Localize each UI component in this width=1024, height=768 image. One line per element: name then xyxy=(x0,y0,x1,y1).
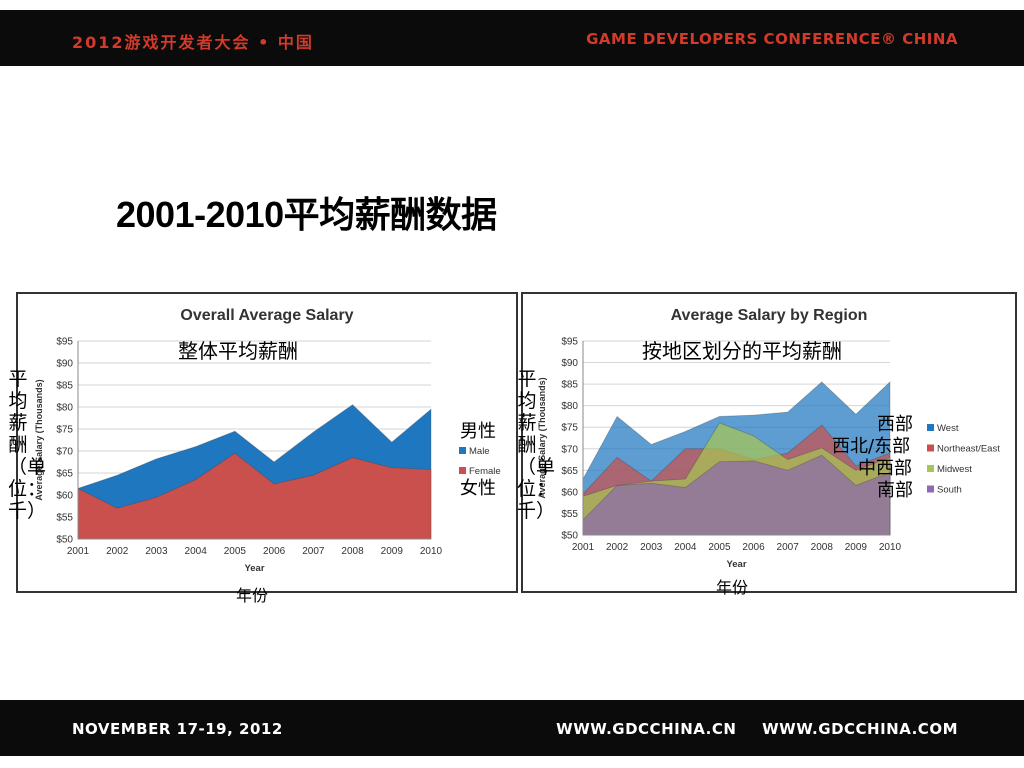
chart2-ytick-label: $85 xyxy=(561,380,578,391)
chart2-xtick-label: 2001 xyxy=(572,542,595,553)
legend-female-cn: 女性 xyxy=(460,478,496,499)
chart1-ytick-label: $80 xyxy=(56,403,73,414)
chart2-title: Average Salary by Region xyxy=(670,307,868,324)
legend-midwest-cn: 中西部 xyxy=(858,458,912,479)
chart2-xtick-label: 2007 xyxy=(777,542,800,553)
chart2-ytick-label: $70 xyxy=(561,444,578,455)
chart1-cn-xlabel: 年份 xyxy=(236,586,269,605)
chart1-legend-swatch-male xyxy=(459,447,466,454)
footer-sites: WWW.GDCCHINA.CN WWW.GDCCHINA.COM xyxy=(536,720,958,738)
chart1-ytick-label: $85 xyxy=(56,381,73,392)
chart2-cn-xlabel: 年份 xyxy=(716,578,749,597)
footer-bar: NOVEMBER 17-19, 2012 WWW.GDCCHINA.CN WWW… xyxy=(0,700,1024,756)
chart1-legend-label-male: Male xyxy=(469,446,490,457)
chart1-ytick-label: $75 xyxy=(56,425,73,436)
chart1-series-female-area xyxy=(77,452,432,540)
chart2-xtick-label: 2003 xyxy=(640,542,663,553)
chart1-ytick-label: $60 xyxy=(56,491,73,502)
chart2-legend-swatch-midwest xyxy=(927,465,934,472)
header-bar: 2012游戏开发者大会 • 中国 GAME DEVELOPERS CONFERE… xyxy=(0,10,1024,66)
chart2-legend-swatch-northeast-east xyxy=(927,444,934,452)
chart2-legend-label-south: South xyxy=(937,485,962,496)
chart1-xtick-label: 2005 xyxy=(224,546,247,557)
chart1-xtick-label: 2007 xyxy=(302,546,325,557)
chart1-xtick-label: 2008 xyxy=(341,546,364,557)
chart1-ytick-label: $95 xyxy=(56,337,73,348)
footer-site-cn: WWW.GDCCHINA.CN xyxy=(556,720,737,738)
chart2-legend-label-northeast-east: Northeast/East xyxy=(937,444,1000,455)
chart1-xtick-label: 2009 xyxy=(381,546,404,557)
chart1-xtick-label: 2003 xyxy=(145,546,168,557)
chart1-cn-ylabel: 平均薪酬（单位：千） xyxy=(8,368,47,522)
chart1-cn-title: 整体平均薪酬 xyxy=(178,339,298,363)
footer-site-com: WWW.GDCCHINA.COM xyxy=(762,720,958,738)
chart1-xtick-label: 2010 xyxy=(420,546,443,557)
chart2-ytick-label: $65 xyxy=(561,466,578,477)
chart2-ytick-label: $55 xyxy=(561,509,578,520)
overall-salary-chart: $50 $55 $60 $65 $70 $75 $80 $85 $90 $95 2001 2002 20… xyxy=(34,337,501,575)
chart2-xlabel: Year xyxy=(726,559,746,570)
chart1-ytick-label: $70 xyxy=(56,447,73,458)
chart2-cn-ylabel: 平均薪酬（单位：千） xyxy=(517,368,556,522)
chart1-xtick-label: 2001 xyxy=(67,546,90,557)
chart1-title: Overall Average Salary xyxy=(180,307,354,324)
chart2-xtick-label: 2005 xyxy=(708,542,731,553)
chart2-xtick-label: 2009 xyxy=(845,542,868,553)
chart2-legend-label-midwest: Midwest xyxy=(937,464,972,475)
chart1-ytick-label: $65 xyxy=(56,469,73,480)
chart2-cn-title: 按地区划分的平均薪酬 xyxy=(642,339,842,363)
chart2-ytick-label: $75 xyxy=(561,423,578,434)
chart1-xtick-label: 2002 xyxy=(106,546,129,557)
legend-west-cn: 西部 xyxy=(877,414,913,435)
chart2-xtick-label: 2006 xyxy=(742,542,765,553)
chart1-ylabel: Average Salary (Thousands) xyxy=(34,379,44,500)
chart2-ylabel: Average Salary (Thousands) xyxy=(537,377,547,498)
region-salary-chart-panel: Average Salary by Region $50 $55 $60 $65 $70… xyxy=(521,292,1017,593)
legend-male-cn: 男性 xyxy=(460,421,496,442)
chart1-ytick-label: $55 xyxy=(56,513,73,524)
footer-date: NOVEMBER 17-19, 2012 xyxy=(72,720,283,738)
header-en-title: GAME DEVELOPERS CONFERENCE® CHINA xyxy=(586,30,958,48)
chart2-ytick-label: $50 xyxy=(561,531,578,542)
chart1-xtick-label: 2004 xyxy=(185,546,208,557)
page-title: 2001-2010平均薪酬数据 xyxy=(116,194,497,235)
region-salary-chart: $50 $55 $60 $65 $70 $75 $80 $85 $90 $95 2001 2002 20… xyxy=(537,337,1000,571)
chart2-legend-label-west: West xyxy=(937,423,959,434)
chart2-xtick-label: 2010 xyxy=(879,542,902,553)
legend-northeast-east-cn: 西北/东部 xyxy=(832,436,911,457)
chart2-ytick-label: $80 xyxy=(561,401,578,412)
chart2-ytick-label: $95 xyxy=(561,337,578,348)
chart1-ytick-label: $90 xyxy=(56,359,73,370)
chart2-xtick-label: 2004 xyxy=(674,542,697,553)
chart2-ytick-label: $60 xyxy=(561,487,578,498)
chart2-legend-swatch-west xyxy=(927,424,934,431)
overall-salary-chart-panel: Overall Average Salary $50 $55 $60 $65 $70 $7… xyxy=(16,292,518,593)
chart2-legend-swatch-south xyxy=(927,485,934,493)
legend-south-cn: 南部 xyxy=(877,480,913,501)
chart2-ytick-label: $90 xyxy=(561,358,578,369)
chart1-xtick-label: 2006 xyxy=(263,546,286,557)
chart1-legend-swatch-female xyxy=(459,467,466,474)
chart2-xtick-label: 2002 xyxy=(606,542,629,553)
chart2-series-south-area xyxy=(582,454,891,536)
chart1-xlabel: Year xyxy=(244,563,264,574)
chart1-ytick-label: $50 xyxy=(56,535,73,546)
header-cn-title: 2012游戏开发者大会 • 中国 xyxy=(72,33,314,52)
chart2-xtick-label: 2008 xyxy=(811,542,834,553)
chart1-legend-label-female: Female xyxy=(469,466,501,477)
